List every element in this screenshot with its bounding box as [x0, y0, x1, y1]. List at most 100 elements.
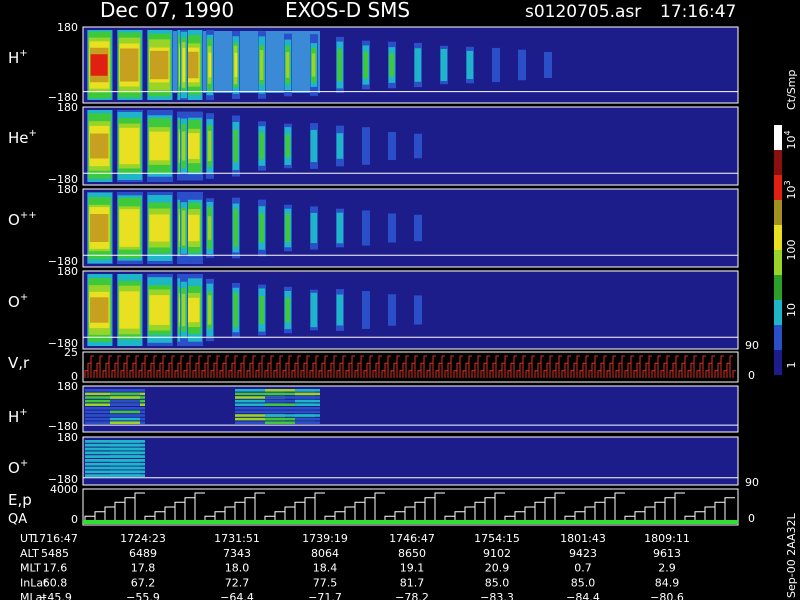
cell — [110, 474, 140, 477]
cell — [110, 417, 140, 421]
blob — [336, 212, 344, 244]
cell — [110, 447, 140, 451]
table-cell: 1754:15 — [474, 532, 520, 545]
cell — [235, 392, 285, 396]
axis-top: 180 — [57, 21, 78, 34]
blob — [90, 214, 109, 242]
colorbar-tick: 103 — [783, 180, 798, 199]
cell — [295, 417, 320, 421]
colorbar-cell — [774, 300, 782, 325]
blob — [233, 292, 239, 328]
cell — [265, 407, 315, 410]
table-cell: 7343 — [223, 547, 251, 560]
table-cell: 77.5 — [313, 576, 338, 589]
table-cell: 17.6 — [43, 562, 68, 575]
time: 17:16:47 — [660, 2, 736, 22]
table-cell: 17.8 — [131, 562, 156, 575]
cell — [265, 417, 315, 421]
cell — [265, 421, 315, 424]
table-cell: 84.9 — [655, 576, 680, 589]
cell — [265, 396, 315, 399]
panel-label: He+ — [8, 128, 37, 147]
cell — [110, 440, 140, 443]
axis-top: 180 — [57, 183, 78, 196]
date: Dec 07, 1990 — [100, 0, 234, 22]
instrument: EXOS-D SMS — [285, 0, 410, 22]
row-label: MLT — [20, 562, 41, 575]
blob — [362, 210, 370, 246]
colorbar-cell — [774, 350, 782, 375]
blob — [285, 134, 291, 158]
blob — [233, 208, 239, 248]
table-cell: −55.9 — [126, 591, 160, 600]
table-cell: 8064 — [311, 547, 339, 560]
table-cell: −84.4 — [566, 591, 600, 600]
cell — [235, 417, 285, 421]
blob — [362, 127, 370, 165]
blob — [182, 47, 186, 83]
axis-top: 180 — [57, 265, 78, 278]
blob — [311, 53, 316, 77]
colorbar-tick: 104 — [783, 130, 798, 149]
axis-bottom: 0 — [71, 513, 78, 526]
table-cell: 18.0 — [225, 562, 250, 575]
blob — [259, 295, 265, 325]
label-text: E,p — [8, 491, 32, 509]
trace — [84, 492, 735, 521]
panel-bg — [82, 385, 739, 433]
axis-bottom: −180 — [48, 473, 78, 486]
axis-right-top: 90 — [745, 339, 759, 352]
cell — [110, 396, 140, 399]
qa-bar — [83, 520, 738, 524]
table-cell: 5485 — [41, 547, 69, 560]
table-cell: 81.7 — [400, 576, 425, 589]
panel-label2: QA — [8, 512, 27, 527]
cell — [110, 466, 140, 470]
blob — [181, 293, 186, 327]
label-sup: + — [20, 458, 28, 469]
table-cell: 9423 — [569, 547, 597, 560]
cell — [110, 421, 140, 424]
panel-bg — [82, 436, 739, 486]
table-cell: 60.8 — [43, 576, 68, 589]
axis-bottom: −180 — [48, 91, 78, 104]
tick-sup: 4 — [783, 130, 792, 135]
blob — [119, 209, 140, 247]
panel-label: E,p — [8, 491, 32, 509]
blob — [119, 291, 140, 329]
table-cell: −80.6 — [650, 591, 684, 600]
blob — [337, 48, 343, 82]
cell — [110, 443, 140, 447]
label-text: V,r — [8, 354, 30, 372]
row-label: UT — [20, 532, 35, 545]
blob — [336, 133, 344, 159]
blob — [388, 131, 396, 161]
cell — [110, 407, 140, 410]
blob — [310, 129, 318, 163]
blob — [181, 210, 186, 246]
blob — [208, 52, 212, 78]
colorbar-cell — [774, 250, 782, 275]
colorbar-tick: 1 — [785, 362, 798, 369]
label-text: H — [8, 49, 19, 67]
label-sup: ++ — [20, 210, 37, 221]
cell — [265, 410, 315, 414]
table-cell: 19.1 — [400, 562, 425, 575]
blob — [285, 297, 291, 323]
colorbar-cell — [774, 325, 782, 350]
blob — [120, 48, 139, 82]
axis-bottom: 0 — [71, 370, 78, 383]
blob — [414, 214, 422, 242]
blob — [150, 50, 169, 80]
table-cell: 1801:43 — [560, 532, 606, 545]
cell — [235, 407, 285, 410]
blob — [259, 50, 264, 80]
colorbar-cell — [774, 125, 782, 150]
cell — [110, 470, 140, 474]
table-cell: 18.4 — [313, 562, 338, 575]
cell — [110, 462, 140, 466]
blob — [310, 292, 318, 328]
blob — [90, 54, 108, 76]
